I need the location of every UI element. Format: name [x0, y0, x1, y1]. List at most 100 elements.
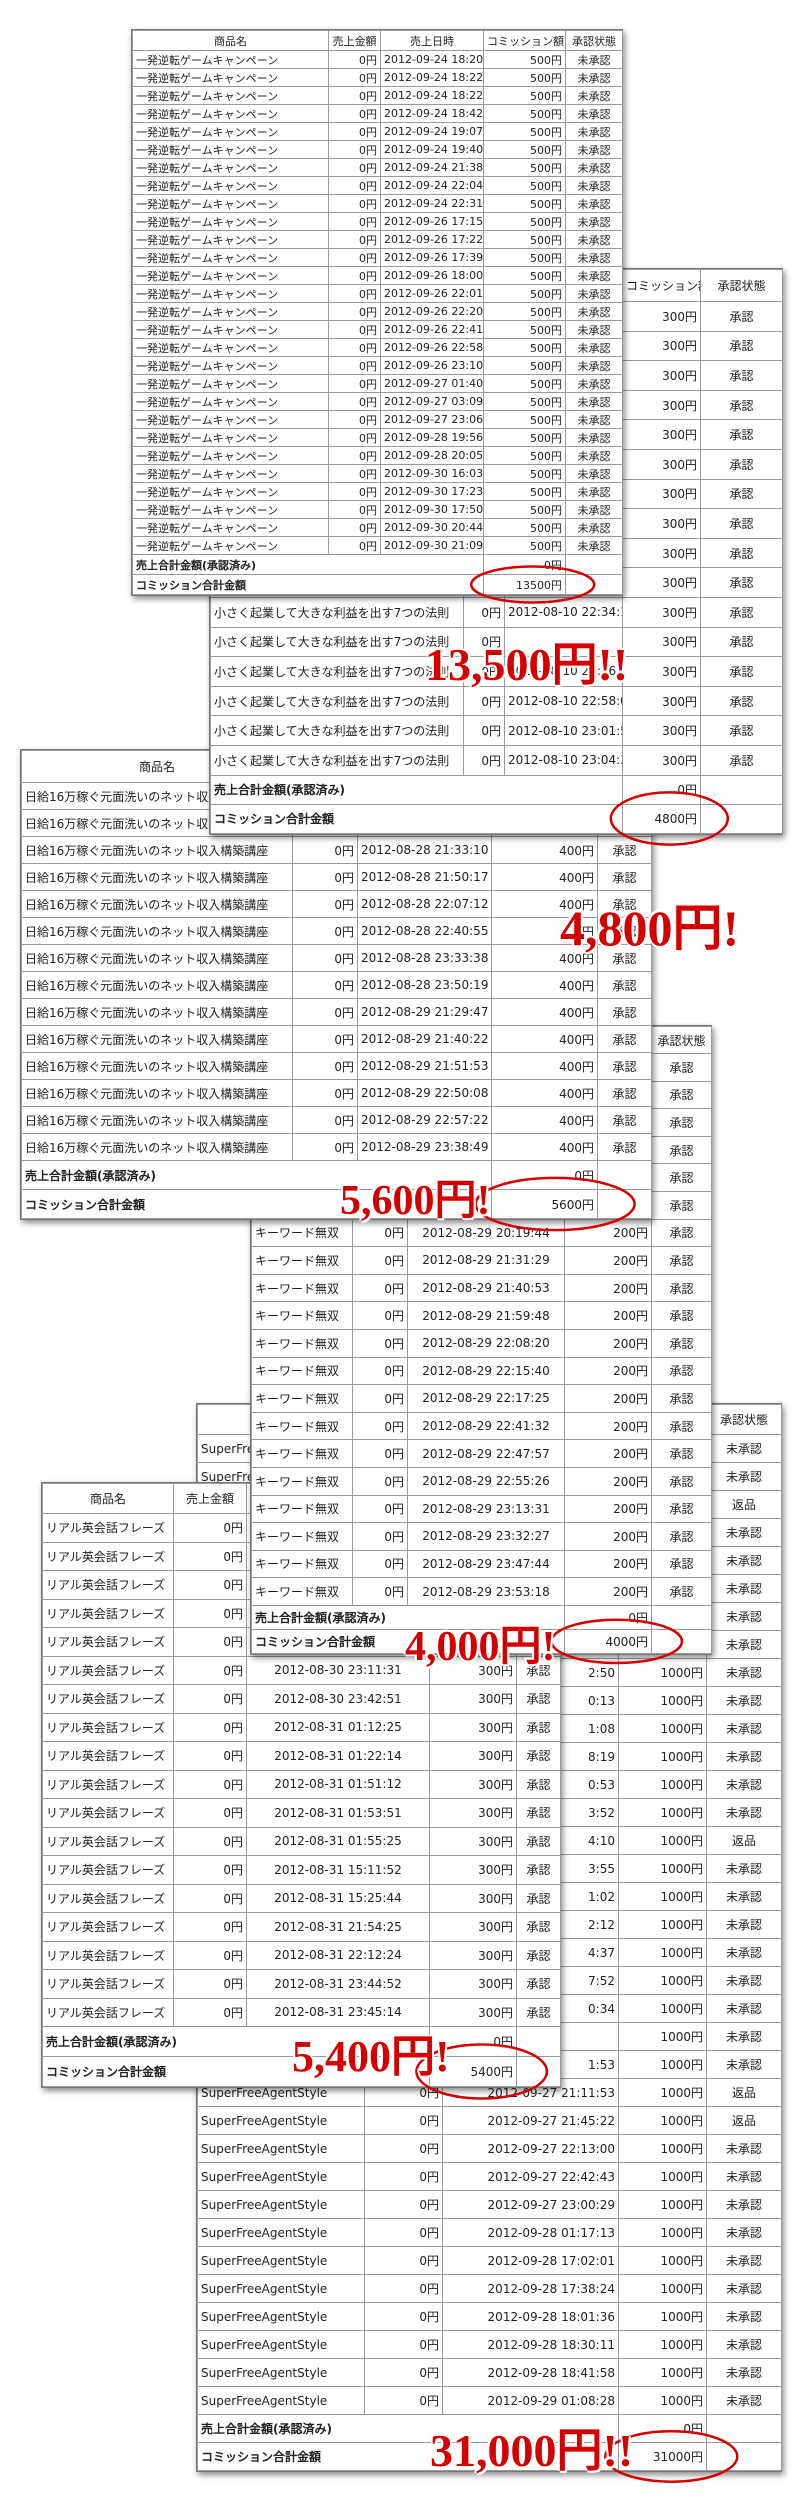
- cell: 未承認: [565, 464, 623, 483]
- cell: 0円: [328, 500, 381, 519]
- cell: 承認: [651, 1356, 712, 1386]
- cell: キーワード無双: [251, 1466, 353, 1496]
- cell: 一発逆転ゲームキャンペーン: [132, 248, 329, 267]
- total-row: コミッション合計金額 4800円: [210, 803, 783, 834]
- cell: 承認: [597, 944, 652, 972]
- data-row: リアル英会話フレーズ 0円 2012-08-31 01:22:14 300円 承認: [42, 1741, 561, 1771]
- cell: 2012-09-26 17:39:31: [380, 248, 484, 267]
- cell: 2012-08-29 22:55:26: [407, 1466, 565, 1496]
- cell: 承認: [700, 685, 783, 717]
- cell: 0円: [173, 1712, 247, 1742]
- cell: 2012-09-24 19:07:35: [380, 122, 484, 141]
- cell: 300円: [429, 1855, 517, 1885]
- cell: 承認: [700, 508, 783, 539]
- cell: 2012-08-10 22:58:06: [504, 685, 623, 717]
- cell: 小さく起業して大きな利益を出す7つの法則: [210, 744, 464, 776]
- data-row: キーワード無双 0円 2012-08-29 23:47:44 200円 承認: [251, 1549, 712, 1579]
- cell: リアル英会話フレーズ: [42, 1598, 174, 1628]
- highlight-text: 4,800円!: [560, 900, 740, 956]
- cell: リアル英会話フレーズ: [42, 1712, 174, 1742]
- cell: 一発逆転ゲームキャンペーン: [132, 374, 329, 393]
- cell: 一発逆転ゲームキャンペーン: [132, 500, 329, 519]
- cell: [516, 2056, 561, 2087]
- data-row: SuperFreeAgentStyle 0円 2012-09-27 21:45:22…: [197, 2106, 782, 2135]
- cell: 2012-08-31 23:44:52: [246, 1969, 430, 1999]
- cell: 2012-08-29 22:15:40: [407, 1356, 565, 1386]
- cell: 未承認: [706, 1742, 782, 1771]
- cell: 0円: [292, 836, 358, 864]
- cell: [700, 803, 783, 834]
- cell: 一発逆転ゲームキャンペーン: [132, 446, 329, 465]
- cell: 2012-08-29 21:51:53: [357, 1052, 492, 1080]
- cell: 0円: [352, 1494, 408, 1524]
- cell: 承認: [700, 596, 783, 628]
- cell: 未承認: [706, 1882, 782, 1911]
- cell: [516, 2026, 561, 2057]
- cell: 2012-09-27 23:00:29: [442, 2190, 619, 2219]
- cell: 300円: [622, 685, 701, 717]
- data-row: リアル英会話フレーズ 0円 2012-08-31 01:53:51 300円 承認: [42, 1798, 561, 1828]
- cell: 未承認: [706, 1910, 782, 1939]
- cell: 2012-08-31 01:12:25: [246, 1712, 430, 1742]
- cell: 200円: [564, 1439, 652, 1468]
- total-label: コミッション合計金額: [210, 803, 623, 834]
- cell: 未承認: [565, 500, 623, 519]
- header-cell: 売上金額: [173, 1483, 247, 1514]
- cell: 2012-09-29 01:08:28: [442, 2386, 619, 2415]
- cell: 0円: [328, 158, 381, 177]
- cell: 200円: [564, 1218, 652, 1248]
- cell: キーワード無双: [251, 1273, 353, 1303]
- cell: 2012-09-28 17:38:24: [442, 2274, 619, 2303]
- cell: 2012-08-31 15:25:44: [246, 1883, 430, 1913]
- data-row: キーワード無双 0円 2012-08-29 23:32:27 200円 承認: [251, 1522, 712, 1551]
- cell: 500円: [483, 374, 566, 393]
- cell: 0円: [328, 374, 381, 393]
- cell: 400円: [491, 1052, 598, 1080]
- cell: 未承認: [706, 2050, 782, 2079]
- cell: 未承認: [706, 1630, 782, 1659]
- cell: 2012-09-26 22:01:53: [380, 284, 484, 303]
- cell: [597, 1189, 652, 1219]
- cell: 承認: [516, 1912, 561, 1942]
- cell: 2012-08-29 22:50:08: [357, 1079, 492, 1107]
- cell: SuperFreeAgentStyle: [197, 2330, 365, 2359]
- cell: 承認: [651, 1246, 712, 1275]
- cell: 1000円: [618, 1686, 707, 1715]
- cell: リアル英会話フレーズ: [42, 1798, 174, 1828]
- cell: 承認: [651, 1328, 712, 1358]
- cell: 500円: [483, 158, 566, 177]
- total-row: 売上合計金額(承認済み) 0円: [132, 554, 623, 575]
- data-row: SuperFreeAgentStyle 0円 2012-09-29 01:08:28…: [197, 2386, 782, 2415]
- cell: 2012-08-30 23:42:51: [246, 1684, 430, 1714]
- cell: 2012-08-10 23:01:55: [504, 715, 623, 746]
- cell: 0円: [463, 715, 505, 746]
- cell: 0円: [292, 1025, 358, 1053]
- cell: 300円: [429, 1798, 517, 1828]
- cell: 2012-09-24 18:22:01: [380, 68, 484, 87]
- cell: 未承認: [706, 2162, 782, 2191]
- cell: 0円: [364, 2386, 443, 2415]
- cell: 0円: [292, 971, 358, 999]
- cell: 2012-09-28 18:01:36: [442, 2302, 619, 2331]
- cell: 承認: [516, 1712, 561, 1742]
- cell: 未承認: [706, 1574, 782, 1603]
- cell: 承認: [651, 1301, 712, 1330]
- data-row: SuperFreeAgentStyle 0円 2012-09-28 18:30:11…: [197, 2330, 782, 2359]
- cell: 未承認: [706, 2358, 782, 2387]
- cell: 0円: [173, 1798, 247, 1828]
- cell: 未承認: [706, 1798, 782, 1827]
- cell: 未承認: [565, 518, 623, 537]
- data-row: 日給16万稼ぐ元面洗いのネット収入構築講座 0円 2012-08-28 21:33:…: [21, 836, 652, 864]
- cell: 200円: [564, 1273, 652, 1303]
- total-label: コミッション合計金額: [42, 2056, 430, 2087]
- cell: 2012-09-28 18:30:11: [442, 2330, 619, 2359]
- cell: 0円: [292, 890, 358, 918]
- cell: 500円: [483, 212, 566, 231]
- cell: 承認: [597, 971, 652, 999]
- cell: 承認: [651, 1577, 712, 1606]
- cell: 2012-09-27 21:45:22: [442, 2106, 619, 2135]
